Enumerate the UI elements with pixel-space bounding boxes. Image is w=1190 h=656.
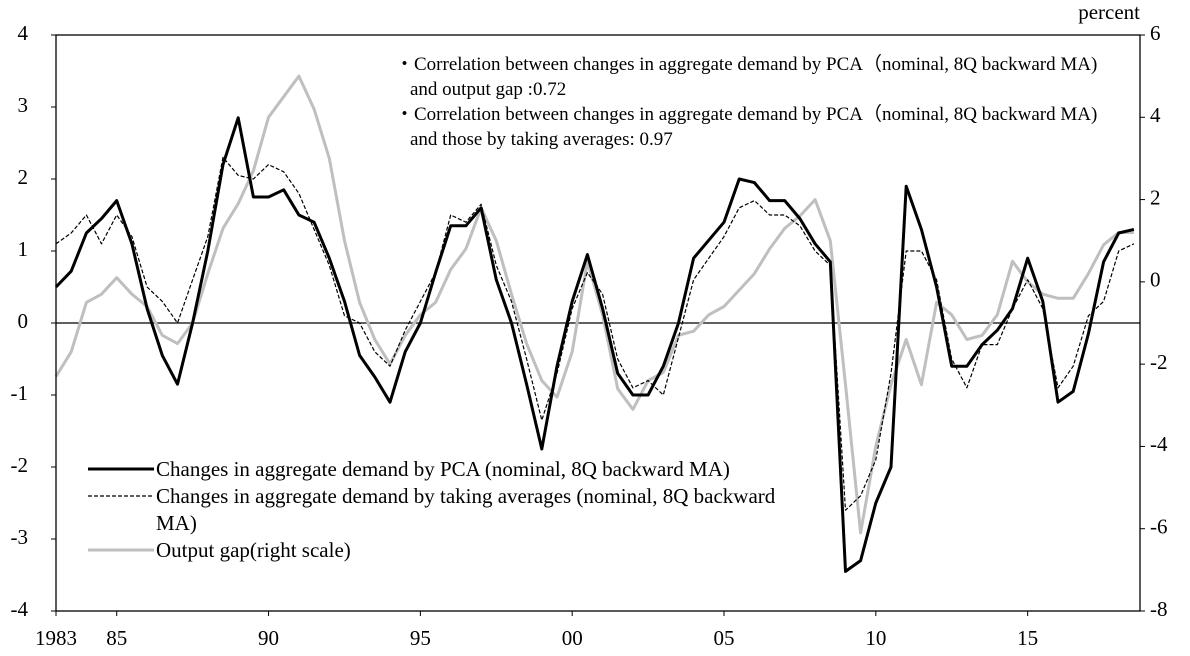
x-tick-label: 95	[410, 626, 431, 650]
y2-tick-label: -8	[1150, 597, 1168, 621]
x-tick-label: 00	[562, 626, 583, 650]
annotation: ・Correlation between changes in aggregat…	[395, 104, 1098, 150]
y-tick-label: -4	[11, 597, 29, 621]
y2-tick-label: -6	[1150, 515, 1168, 539]
legend-label: Changes in aggregate demand by PCA (nomi…	[156, 457, 730, 481]
series-line	[55, 156, 1135, 511]
x-tick-label: 1983	[35, 626, 77, 650]
annotation: ・Correlation between changes in aggregat…	[395, 54, 1098, 100]
y2-tick-label: 4	[1150, 103, 1161, 127]
y2-tick-label: 2	[1150, 185, 1161, 209]
y2-tick-label: 0	[1150, 268, 1161, 292]
y-tick-label: 4	[18, 21, 29, 45]
legend-swatch	[88, 467, 154, 471]
legend-label: Output gap(right scale)	[156, 538, 351, 562]
annotations: ・Correlation between changes in aggregat…	[395, 52, 1120, 152]
legend-label: Changes in aggregate demand by taking av…	[156, 484, 776, 535]
x-tick-label: 90	[258, 626, 279, 650]
y-axis-label: percent	[1078, 0, 1140, 24]
y-tick-label: -1	[11, 381, 29, 405]
legend-item: Changes in aggregate demand by taking av…	[88, 483, 816, 537]
y-tick-label: 2	[18, 165, 29, 189]
x-tick-label: 15	[1017, 626, 1038, 650]
legend: Changes in aggregate demand by PCA (nomi…	[88, 456, 816, 564]
legend-item: Changes in aggregate demand by PCA (nomi…	[88, 456, 816, 483]
x-tick-label: 05	[714, 626, 735, 650]
y-tick-label: 1	[18, 237, 29, 261]
x-tick-label: 10	[865, 626, 886, 650]
legend-item: Output gap(right scale)	[88, 537, 816, 564]
y-tick-label: 0	[18, 309, 29, 333]
legend-swatch	[88, 548, 154, 552]
y2-tick-label: -4	[1150, 432, 1168, 456]
y-tick-label: -3	[11, 525, 29, 549]
y-tick-label: -2	[11, 453, 29, 477]
plot-frame	[55, 34, 1141, 612]
series-line	[54, 74, 1134, 535]
y2-tick-label: 6	[1150, 21, 1161, 45]
legend-swatch	[88, 495, 154, 497]
y2-tick-label: -2	[1150, 350, 1168, 374]
series-line	[54, 116, 1135, 573]
x-tick-label: 85	[106, 626, 127, 650]
y-tick-label: 3	[18, 93, 29, 117]
